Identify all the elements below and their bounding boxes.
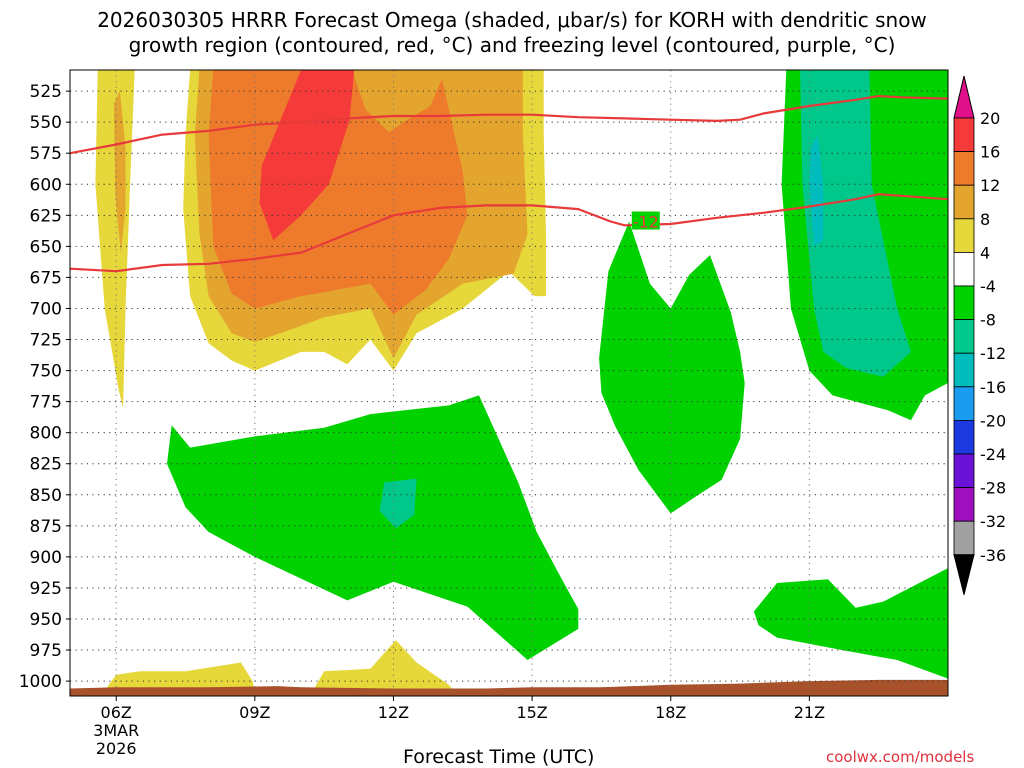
colorbar-bin-4 xyxy=(953,251,975,287)
grid-lines xyxy=(70,70,948,696)
omega-region-12 xyxy=(753,568,948,679)
x-tick-label-12Z: 12Z xyxy=(378,703,409,722)
omega-region-7 xyxy=(379,478,417,529)
contour-label-bg xyxy=(631,211,660,230)
y-tick-label-975: 975 xyxy=(30,641,62,661)
plot-axes: 525 550 575 600 625 650 675 700 725 750 775 800 825 8… xyxy=(19,69,949,758)
temperature-contours: -12 xyxy=(69,94,949,273)
omega-region-6 xyxy=(167,395,579,660)
y-tick-label-825: 825 xyxy=(30,455,62,475)
y-tick-label-800: 800 xyxy=(30,424,62,444)
colorbar-tick-6: -8 xyxy=(980,311,996,330)
x-tick-label-21Z: 21Z xyxy=(794,703,825,722)
y-tick-label-675: 675 xyxy=(30,268,62,288)
chart-title: 2026030305 HRRR Forecast Omega (shaded, … xyxy=(0,8,1024,58)
omega-shading xyxy=(95,70,948,691)
colorbar-bin-5 xyxy=(953,285,975,320)
x-tick-label-06Z: 06Z xyxy=(101,703,132,722)
colorbar-tick-9: -20 xyxy=(980,411,1006,430)
date-label-1: 2026 xyxy=(96,739,137,758)
colorbar-tick-13: -36 xyxy=(980,546,1006,565)
colorbar-tick-5: -4 xyxy=(980,277,996,296)
omega-region-8 xyxy=(599,221,745,514)
colorbar-bin-1 xyxy=(953,151,975,186)
terrain-layer xyxy=(70,679,948,696)
y-tick-label-850: 850 xyxy=(30,486,62,506)
date-label-0: 3MAR xyxy=(93,721,139,740)
colorbar-bin-7 xyxy=(953,352,975,388)
x-tick-label-15Z: 15Z xyxy=(516,703,547,722)
colorbar-tick-11: -28 xyxy=(980,479,1006,498)
colorbar-tick-7: -12 xyxy=(980,344,1006,363)
colorbar-tick-8: -16 xyxy=(980,378,1006,397)
omega-region-11 xyxy=(809,134,824,247)
colorbar-tick-1: 16 xyxy=(980,143,1000,162)
y-tick-label-1000: 1000 xyxy=(19,672,62,692)
y-tick-label-650: 650 xyxy=(30,237,62,257)
colorbar-bin-8 xyxy=(953,386,975,421)
omega-colorbar: 20 16 12 8 4 -4 -8 -12 -16 -20 -24 -28 -32 -36 xyxy=(953,75,1006,595)
contour-line-1 xyxy=(69,193,949,273)
contour-label: -12 xyxy=(633,213,659,232)
chart-title-line-2: growth region (contoured, red, °C) and f… xyxy=(128,33,896,57)
colorbar-bin-10 xyxy=(953,453,975,488)
colorbar-bin-6 xyxy=(953,319,975,354)
y-tick-label-875: 875 xyxy=(30,517,62,537)
contour-line-0 xyxy=(69,94,949,155)
y-tick-label-600: 600 xyxy=(30,175,62,195)
y-tick-label-575: 575 xyxy=(30,144,62,164)
colorbar-bin-2 xyxy=(953,184,975,220)
omega-region-13 xyxy=(107,662,255,691)
omega-region-10 xyxy=(800,70,911,377)
x-tick-label-18Z: 18Z xyxy=(655,703,686,722)
y-tick-label-700: 700 xyxy=(30,299,62,319)
terrain-fill xyxy=(70,679,948,696)
x-axis-label: Forecast Time (UTC) xyxy=(403,746,595,768)
colorbar-bin-11 xyxy=(953,487,975,522)
colorbar-tick-4: 4 xyxy=(980,243,990,262)
colorbar-bin-0 xyxy=(953,117,975,152)
colorbar-tick-3: 8 xyxy=(980,210,990,229)
y-tick-label-550: 550 xyxy=(30,113,62,133)
omega-region-4 xyxy=(208,70,468,315)
colorbar-bin-12 xyxy=(953,520,975,556)
colorbar-bin-9 xyxy=(953,419,975,455)
y-tick-label-900: 900 xyxy=(30,548,62,568)
colorbar-bottom-arrow xyxy=(953,554,975,595)
omega-region-14 xyxy=(314,640,454,691)
y-tick-label-775: 775 xyxy=(30,393,62,413)
y-tick-label-750: 750 xyxy=(30,362,62,382)
y-tick-label-925: 925 xyxy=(30,579,62,599)
chart-title-line-1: 2026030305 HRRR Forecast Omega (shaded, … xyxy=(97,8,927,32)
y-tick-label-950: 950 xyxy=(30,610,62,630)
omega-region-5 xyxy=(259,70,355,241)
credit-link[interactable]: coolwx.com/models xyxy=(826,748,975,766)
colorbar-tick-10: -24 xyxy=(980,445,1006,464)
plot-frame xyxy=(69,69,949,697)
y-tick-label-725: 725 xyxy=(30,331,62,351)
colorbar-tick-12: -32 xyxy=(980,512,1006,531)
y-tick-label-625: 625 xyxy=(30,206,62,226)
x-tick-label-09Z: 09Z xyxy=(239,703,270,722)
colorbar-top-arrow xyxy=(953,75,975,119)
y-tick-label-525: 525 xyxy=(30,82,62,102)
colorbar-tick-2: 12 xyxy=(980,176,1000,195)
colorbar-tick-0: 20 xyxy=(980,109,1000,128)
colorbar-bin-3 xyxy=(953,218,975,253)
omega-region-1 xyxy=(113,91,126,253)
